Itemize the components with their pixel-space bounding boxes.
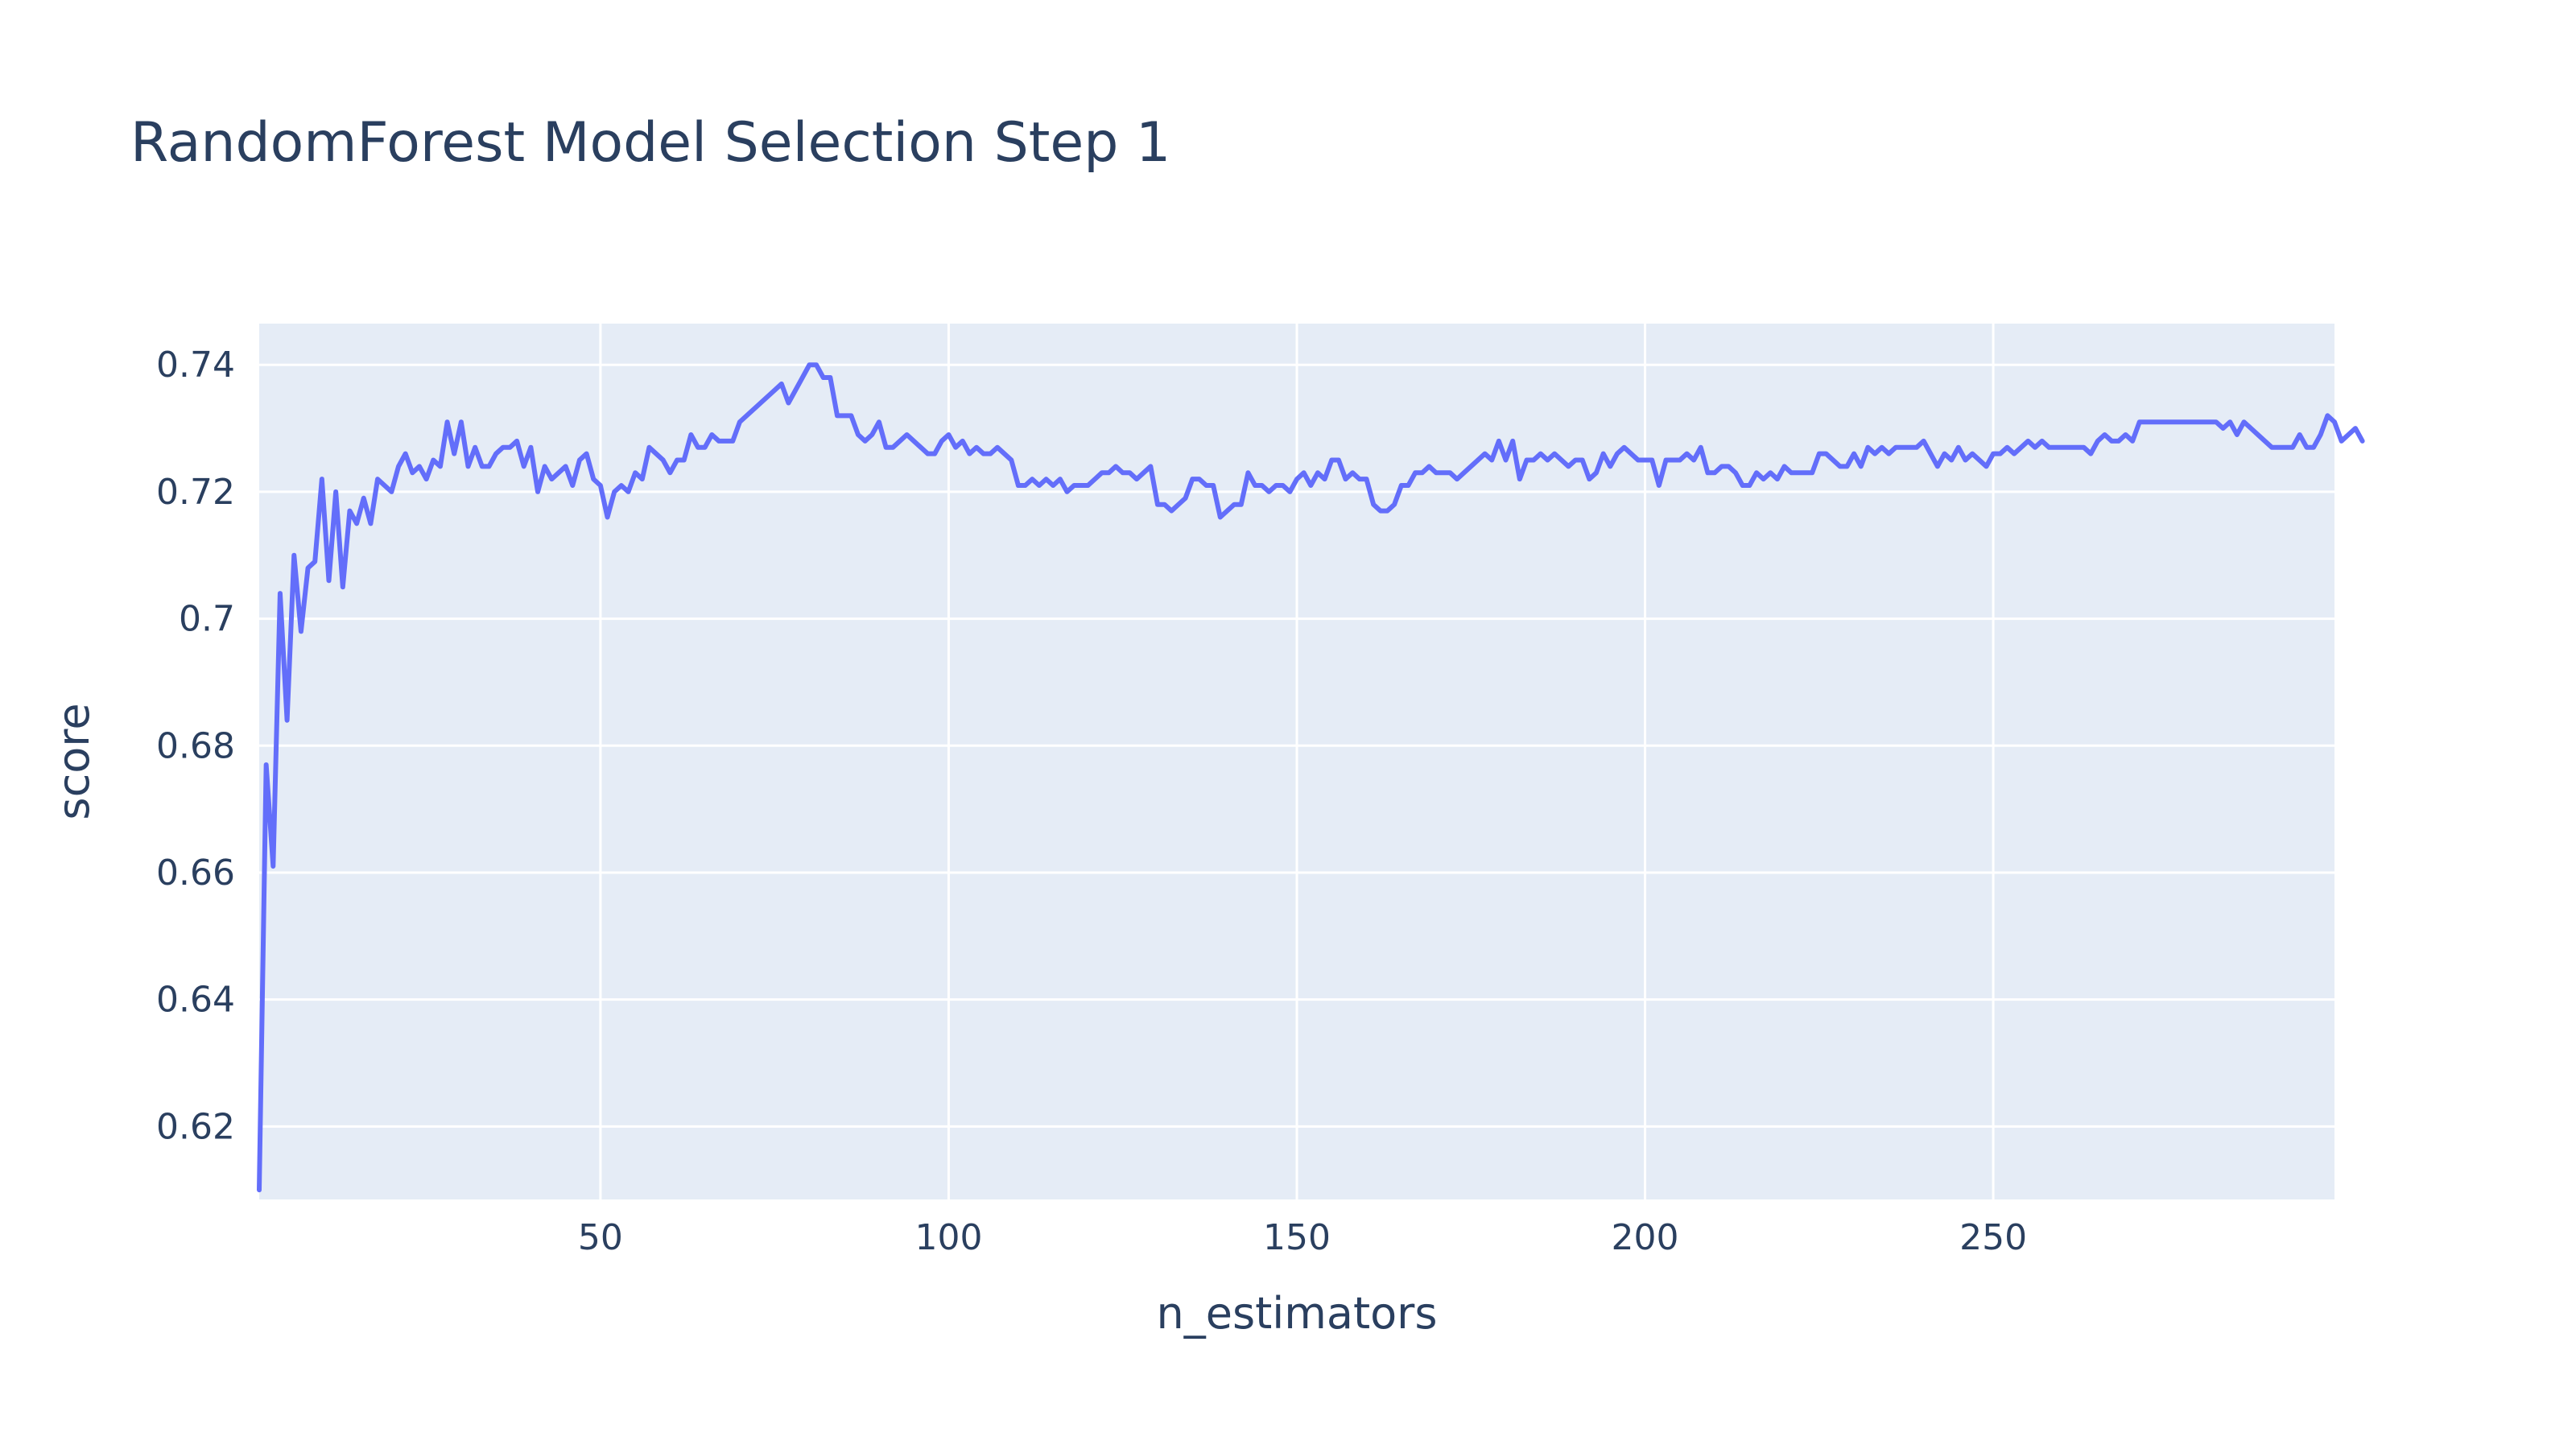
x-tick-label: 50: [578, 1217, 623, 1258]
x-tick-label: 100: [914, 1217, 982, 1258]
x-tick-label: 150: [1263, 1217, 1331, 1258]
y-tick-label: 0.64: [156, 980, 235, 1021]
y-axis-title: score: [48, 703, 99, 819]
y-tick-label: 0.68: [156, 725, 235, 766]
x-axis-title: n_estimators: [1157, 1288, 1438, 1339]
y-tick-labels: 0.62 0.64 0.66 0.68 0.7 0.72 0.74: [156, 345, 235, 1147]
x-gridlines: [599, 324, 1995, 1199]
y-tick-label: 0.74: [156, 345, 235, 386]
y-tick-label: 0.72: [156, 472, 235, 513]
y-tick-label: 0.7: [179, 599, 235, 640]
series-layer: [257, 362, 2365, 1193]
chart-title: RandomForest Model Selection Step 1: [130, 111, 1170, 175]
y-tick-label: 0.66: [156, 852, 235, 894]
y-tick-label: 0.62: [156, 1106, 235, 1147]
series-line: [257, 362, 2365, 1193]
y-gridlines: [259, 363, 2334, 1128]
x-tick-labels: 50 100 150 200 250: [578, 1217, 2027, 1258]
x-tick-label: 200: [1612, 1217, 1679, 1258]
x-tick-label: 250: [1959, 1217, 2027, 1258]
